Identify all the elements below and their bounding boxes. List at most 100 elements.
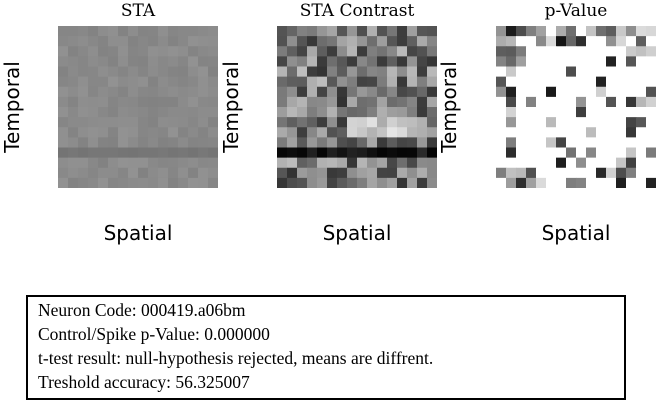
heatmap-cell: [118, 157, 129, 169]
heatmap-cell: [198, 66, 209, 78]
heatmap-cell: [596, 107, 607, 118]
heatmap-cell: [108, 107, 119, 118]
heatmap-cell: [646, 167, 656, 179]
heatmap-cell: [208, 167, 218, 179]
heatmap-cell: [108, 26, 119, 37]
heatmap-cell: [606, 66, 617, 78]
heatmap-cell: [307, 36, 318, 47]
heatmap-cell: [546, 66, 557, 78]
heatmap-cell: [108, 147, 119, 159]
heatmap-cell: [307, 96, 318, 108]
heatmap-cell: [327, 56, 338, 67]
heatmap-cell: [526, 147, 537, 159]
heatmap-cell: [277, 86, 288, 98]
heatmap-cell: [317, 26, 328, 37]
heatmap-cell: [148, 147, 159, 159]
heatmap-cell: [317, 96, 328, 108]
heatmap-cell: [78, 46, 89, 57]
heatmap-cell: [108, 177, 119, 188]
heatmap-cell: [387, 137, 398, 148]
heatmap-cell: [496, 167, 507, 179]
heatmap-cell: [178, 127, 189, 138]
heatmap-cell: [367, 167, 378, 179]
heatmap-cell: [357, 36, 368, 47]
heatmap-cell: [496, 127, 507, 138]
heatmap-cell: [586, 86, 597, 98]
heatmap-cell: [407, 147, 418, 159]
heatmap-cell: [546, 46, 557, 57]
heatmap-cell: [556, 117, 567, 128]
heatmap-cell: [128, 56, 139, 67]
heatmap-cell: [367, 117, 378, 128]
heatmap-cell: [576, 107, 587, 118]
heatmap-cell: [168, 26, 179, 37]
heatmap-cell: [646, 147, 656, 159]
heatmap-cell: [646, 96, 656, 108]
heatmap-cell: [277, 127, 288, 138]
heatmap-cell: [576, 76, 587, 88]
heatmap-cell: [58, 177, 69, 188]
heatmap-cell: [616, 157, 627, 169]
heatmap-cell: [626, 46, 637, 57]
sta-heatmap: [58, 26, 218, 188]
heatmap-cell: [576, 137, 587, 148]
heatmap-cell: [327, 157, 338, 169]
heatmap-cell: [626, 26, 637, 37]
heatmap-cell: [427, 36, 437, 47]
heatmap-cell: [317, 107, 328, 118]
heatmap-cell: [138, 36, 149, 47]
heatmap-cell: [68, 96, 79, 108]
heatmap-cell: [367, 46, 378, 57]
heatmap-cell: [307, 117, 318, 128]
heatmap-cell: [516, 127, 527, 138]
heatmap-cell: [427, 46, 437, 57]
heatmap-cell: [387, 107, 398, 118]
heatmap-cell: [626, 107, 637, 118]
heatmap-cell: [148, 36, 159, 47]
heatmap-cell: [556, 66, 567, 78]
heatmap-cell: [108, 127, 119, 138]
heatmap-cell: [138, 76, 149, 88]
heatmap-cell: [397, 157, 408, 169]
heatmap-cell: [606, 86, 617, 98]
heatmap-cell: [516, 86, 527, 98]
heatmap-cell: [347, 66, 358, 78]
heatmap-cell: [68, 157, 79, 169]
heatmap-cell: [397, 167, 408, 179]
heatmap-cell: [307, 137, 318, 148]
heatmap-cell: [347, 96, 358, 108]
heatmap-cell: [337, 167, 348, 179]
heatmap-cell: [287, 96, 298, 108]
heatmap-cell: [626, 177, 637, 188]
heatmap-cell: [208, 127, 218, 138]
heatmap-cell: [198, 96, 209, 108]
heatmap-cell: [387, 66, 398, 78]
heatmap-cell: [297, 167, 308, 179]
heatmap-cell: [198, 117, 209, 128]
heatmap-cell: [327, 127, 338, 138]
heatmap-cell: [407, 117, 418, 128]
heatmap-cell: [88, 147, 99, 159]
heatmap-cell: [417, 96, 428, 108]
heatmap-cell: [68, 56, 79, 67]
heatmap-cell: [118, 56, 129, 67]
heatmap-cell: [118, 107, 129, 118]
heatmap-cell: [188, 137, 199, 148]
heatmap-cell: [327, 46, 338, 57]
heatmap-cell: [417, 147, 428, 159]
heatmap-cell: [576, 36, 587, 47]
heatmap-cell: [536, 66, 547, 78]
heatmap-cell: [546, 86, 557, 98]
heatmap-cell: [317, 56, 328, 67]
heatmap-cell: [58, 157, 69, 169]
heatmap-cell: [546, 177, 557, 188]
heatmap-cell: [98, 76, 109, 88]
heatmap-cell: [387, 36, 398, 47]
heatmap-cell: [626, 117, 637, 128]
heatmap-cell: [337, 147, 348, 159]
heatmap-cell: [546, 56, 557, 67]
heatmap-cell: [536, 117, 547, 128]
heatmap-cell: [596, 177, 607, 188]
heatmap-cell: [377, 36, 388, 47]
heatmap-cell: [367, 96, 378, 108]
